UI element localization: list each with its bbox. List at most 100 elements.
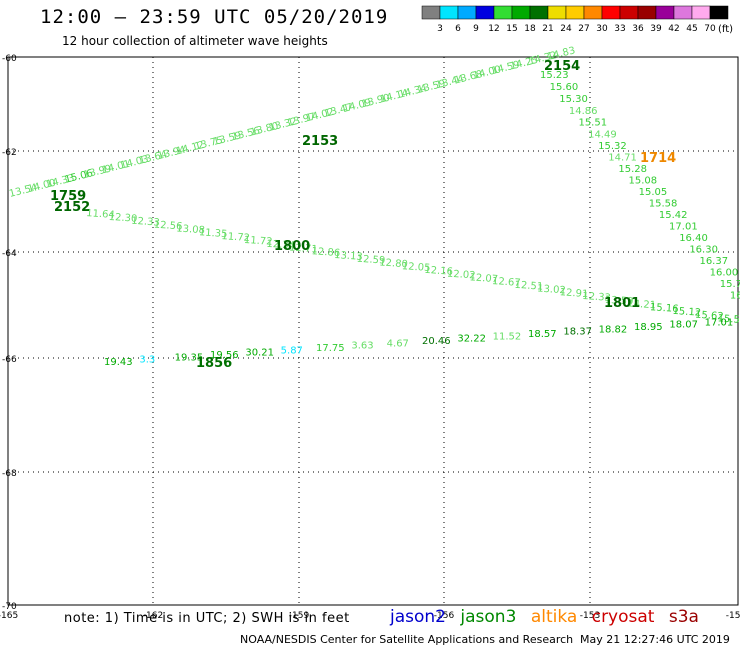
wave-height-label: 18.37 xyxy=(563,327,592,338)
colorbar-tick-label: 21 xyxy=(542,24,553,34)
wave-height-label: 12.02 xyxy=(447,269,476,282)
wave-height-label: 16.30 xyxy=(689,245,718,256)
wave-height-label: 12.67 xyxy=(492,276,521,289)
wave-height-label: 11.72 xyxy=(221,231,250,244)
footnote: note: 1) Time is in UTC; 2) SWH is in fe… xyxy=(64,611,350,626)
wave-height-label: 15.08 xyxy=(629,176,658,187)
wave-height-label: 15.60 xyxy=(550,82,579,93)
lat-tick-label: -68 xyxy=(2,469,17,479)
legend-altika: altika xyxy=(530,607,578,627)
lon-tick-label: -150 xyxy=(726,611,740,621)
wave-height-label: 12.91 xyxy=(559,287,588,300)
wave-height-label: 19.56 xyxy=(210,350,239,361)
colorbar-swatch xyxy=(619,5,639,20)
colorbar-swatch xyxy=(673,5,693,20)
wave-height-label: 15.30 xyxy=(559,94,588,105)
colorbar-tick-label: 33 xyxy=(614,24,625,34)
colorbar-swatch xyxy=(565,5,585,20)
legend-s3a: s3a xyxy=(668,607,699,627)
colorbar-tick-label: 18 xyxy=(524,24,536,34)
wave-height-label: 4.67 xyxy=(387,338,409,349)
wave-height-label: 15.42 xyxy=(659,210,688,221)
wave-height-label: 12.86 xyxy=(311,246,340,259)
wave-height-label: 3.63 xyxy=(351,341,373,352)
wave-height-label: 16.1 xyxy=(730,291,740,302)
lat-tick-label: -70 xyxy=(2,602,17,612)
wave-height-label: 15.12 xyxy=(672,306,701,319)
wave-height-label: 20.46 xyxy=(422,336,451,347)
track-time-label: 1800 xyxy=(274,239,310,254)
satellite-legend: jason2 jason3 altika cryosat s3a xyxy=(390,607,708,627)
legend-jason2: jason2 xyxy=(390,607,446,627)
wave-height-label: 18.95 xyxy=(634,322,663,333)
wave-height-label: 32.22 xyxy=(457,334,486,345)
wave-height-label: 12.30 xyxy=(108,212,137,225)
wave-height-label: 3.3 xyxy=(139,355,155,366)
wave-height-label: 12.80 xyxy=(379,257,408,270)
colorbar-swatch xyxy=(475,5,495,20)
lat-tick-label: -64 xyxy=(2,249,17,259)
colorbar-unit: (ft) xyxy=(718,24,733,35)
colorbar-swatch xyxy=(547,5,567,20)
wave-height-label: 12.34 xyxy=(266,239,295,252)
wave-height-label: 11.72 xyxy=(244,235,273,248)
colorbar-swatch xyxy=(439,5,459,20)
wave-height-label: 12.05 xyxy=(401,261,430,274)
wave-height-label: 19.43 xyxy=(104,357,133,368)
generated-timestamp: May 21 12:27:46 UTC 2019 xyxy=(580,633,730,646)
lat-tick-label: -62 xyxy=(2,148,17,158)
wave-height-label: 14.86 xyxy=(569,106,598,117)
wave-height-label: 14.71 xyxy=(608,153,637,164)
map-grid xyxy=(8,57,738,605)
page-title: 12:00 – 23:59 UTC 05/20/2019 xyxy=(40,6,389,28)
track-time-label: 1714 xyxy=(640,151,676,166)
wave-height-label: 13.02 xyxy=(537,283,566,296)
wave-height-label: 14.49 xyxy=(588,130,617,141)
colorbar-tick-label: 45 xyxy=(686,24,697,34)
lat-tick-label: -60 xyxy=(2,54,17,64)
wave-height-label: 15.62 xyxy=(695,310,724,323)
track-time-label: 2154 xyxy=(544,59,580,74)
lon-tick-label: -156 xyxy=(434,611,455,621)
wave-height-label: 15.23 xyxy=(540,70,569,81)
track-time-label: 1801 xyxy=(604,296,640,311)
wave-height-label: 12.59 xyxy=(356,254,385,267)
wave-height-label: 15.51 xyxy=(578,118,607,129)
wave-height-label: 17.01 xyxy=(705,317,734,328)
lat-tick-label: -66 xyxy=(2,355,17,365)
colorbar-tick-label: 12 xyxy=(488,24,499,34)
legend-jason3: jason3 xyxy=(460,607,517,627)
colorbar-tick-label: 6 xyxy=(455,24,461,34)
colorbar-tick-label: 27 xyxy=(578,24,589,34)
colorbar-tick-label: 39 xyxy=(650,24,662,34)
wave-height-label: 15.58 xyxy=(649,199,678,210)
colorbar-swatch xyxy=(583,5,603,20)
track-time-label: 2153 xyxy=(302,134,338,149)
colorbar-tick-label: 42 xyxy=(668,24,679,34)
wave-height-label: 17.75 xyxy=(316,343,345,354)
colorbar-tick-label: 70 xyxy=(704,24,716,34)
wave-height-label: 12.56 xyxy=(153,220,182,233)
axis-labels: -165 -162 -159 -156 -153 -150 -60 -62 -64 -66 -68 -… xyxy=(0,54,740,621)
colorbar-tick-label: 15 xyxy=(506,24,517,34)
wave-height-label: 14.21 xyxy=(627,298,656,311)
wave-height-label: 11.52 xyxy=(493,331,522,342)
lon-tick-label: -159 xyxy=(289,611,310,621)
wave-height-label: 11.64 xyxy=(86,208,115,221)
track-time-label: 1759 xyxy=(50,189,86,204)
map-frame xyxy=(7,56,739,606)
wave-height-label: 15.28 xyxy=(618,164,647,175)
wave-height-label: 16.00 xyxy=(710,268,739,279)
wave-height-label: 13.08 xyxy=(176,223,205,236)
lon-tick-label: -162 xyxy=(143,611,163,621)
colorbar-swatch xyxy=(691,5,711,20)
legend-cryosat: cryosat xyxy=(591,607,655,627)
colorbar-swatch xyxy=(421,5,441,20)
wave-height-label: 15.74 xyxy=(720,279,740,290)
altimeter-tracks: 13.5414.0014.3315.0613.9914.0114.0313.64… xyxy=(8,45,740,371)
wave-height-label: 15.53 xyxy=(717,313,740,326)
lon-tick-label: -153 xyxy=(580,611,600,621)
colorbar: 3 6 9 12 15 18 21 24 27 30 33 36 39 42 45 70 xyxy=(421,5,729,34)
